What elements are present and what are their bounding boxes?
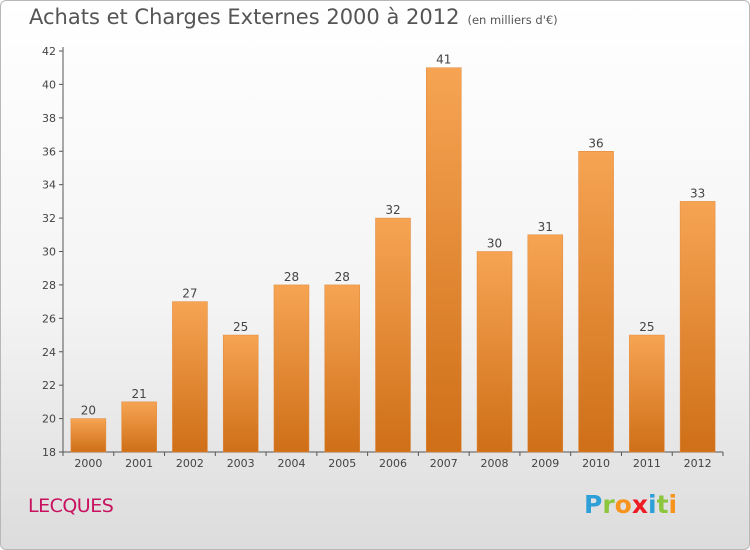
logo-letter: x <box>631 490 648 519</box>
bar-2012 <box>679 201 716 453</box>
x-tick-label: 2005 <box>328 457 356 470</box>
bar-value-label: 20 <box>81 404 96 418</box>
bar-2007 <box>426 67 462 453</box>
x-tick-label: 2009 <box>531 457 559 470</box>
bar-value-label: 41 <box>436 53 451 67</box>
x-tick-label: 2003 <box>227 457 255 470</box>
chart-axes: 18 20 22 24 26 28 30 32 34 36 38 40 42 <box>42 45 724 459</box>
x-tick-label: 2004 <box>277 457 305 470</box>
chart-title: Achats et Charges Externes 2000 à 2012 <box>29 5 460 29</box>
logo-letter: t <box>656 490 669 519</box>
chart-title-block: Achats et Charges Externes 2000 à 2012 (e… <box>29 5 558 29</box>
x-tick-label: 2006 <box>379 457 407 470</box>
y-tick-label: 22 <box>42 379 56 392</box>
bar-2000 <box>70 418 107 453</box>
y-tick-label: 42 <box>42 45 56 58</box>
bar-value-label: 21 <box>132 387 147 401</box>
x-tick-label: 2007 <box>430 457 458 470</box>
chart-bars <box>70 67 716 453</box>
y-tick-label: 28 <box>42 279 56 292</box>
bar-2001 <box>121 401 157 453</box>
y-tick-label: 32 <box>42 212 56 225</box>
logo-letter: o <box>614 490 632 519</box>
proxiti-logo[interactable]: Proxiti <box>584 490 677 519</box>
bar-2009 <box>527 234 564 453</box>
logo-letter: i <box>648 490 657 519</box>
logo-letter: r <box>602 490 615 519</box>
bar-value-label: 31 <box>538 220 553 234</box>
bar-2006 <box>375 217 411 453</box>
y-tick-label: 40 <box>42 78 56 91</box>
bar-2011 <box>629 334 665 453</box>
y-tick-label: 38 <box>42 112 56 125</box>
bar-2005 <box>324 284 360 453</box>
logo-letter: P <box>584 490 603 519</box>
bar-value-label: 33 <box>690 186 705 200</box>
bar-value-label: 30 <box>487 237 502 251</box>
chart-labels: 2000 20 2001 21 2002 27 2003 25 2004 28 2005 28 2006… <box>74 53 711 470</box>
x-tick-label: 2001 <box>125 457 153 470</box>
x-tick-label: 2010 <box>582 457 610 470</box>
bar-2004 <box>273 284 310 453</box>
bar-value-label: 28 <box>335 270 350 284</box>
y-tick-label: 34 <box>42 179 56 192</box>
y-tick-label: 26 <box>42 312 56 325</box>
x-tick-label: 2002 <box>176 457 204 470</box>
x-tick-label: 2000 <box>74 457 102 470</box>
bar-value-label: 36 <box>588 136 603 150</box>
x-tick-label: 2012 <box>684 457 712 470</box>
y-tick-label: 30 <box>42 246 56 259</box>
y-tick-label: 20 <box>42 413 56 426</box>
bar-2002 <box>172 301 208 453</box>
y-tick-label: 36 <box>42 145 56 158</box>
bar-2008 <box>476 251 513 453</box>
y-tick-label: 24 <box>42 346 56 359</box>
x-tick-label: 2011 <box>633 457 661 470</box>
bar-value-label: 25 <box>639 320 654 334</box>
bar-value-label: 28 <box>284 270 299 284</box>
bar-2010 <box>578 151 614 453</box>
bar-value-label: 25 <box>233 320 248 334</box>
y-tick-label: 18 <box>42 446 56 459</box>
x-tick-label: 2008 <box>481 457 509 470</box>
bar-value-label: 32 <box>385 203 400 217</box>
logo-letter: i <box>668 490 678 519</box>
bar-value-label: 27 <box>182 287 197 301</box>
commune-name: LECQUES <box>28 495 114 517</box>
chart-subtitle: (en milliers d'€) <box>467 13 558 27</box>
bar-2003 <box>222 334 259 453</box>
